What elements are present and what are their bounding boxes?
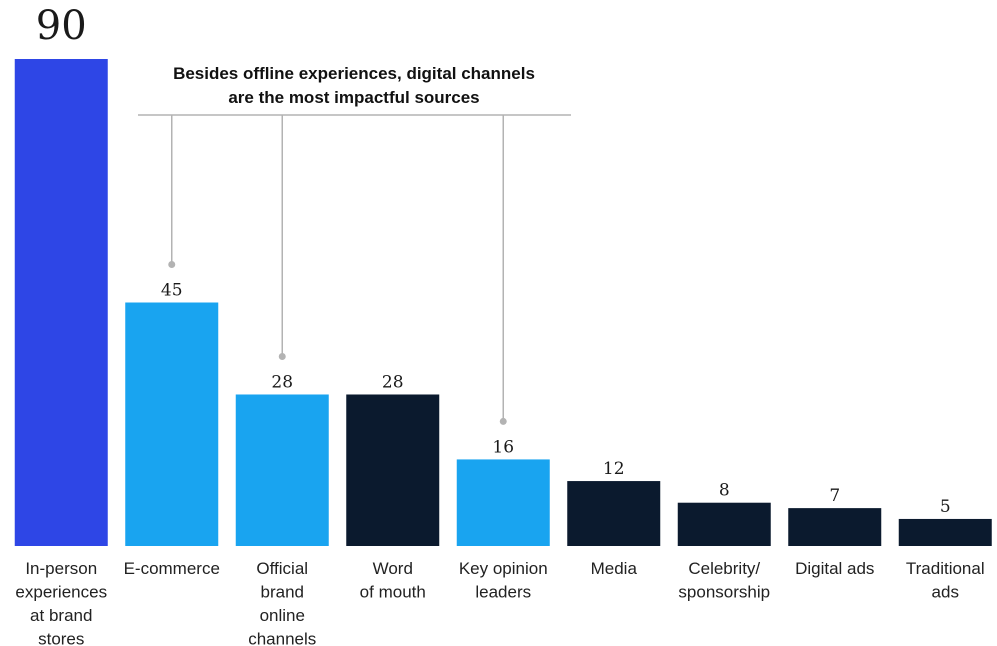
category-label: Media [591,559,638,578]
annotation: Besides offline experiences, digital cha… [173,64,535,107]
category-label: In-person [25,559,97,578]
annotation-dot [278,352,286,360]
category-label: Official [256,559,308,578]
value-label: 7 [829,486,840,506]
value-labels: 90 45 28 28 16 12 8 7 5 [36,3,951,517]
category-label: ads [932,583,959,602]
category-label: stores [38,630,84,646]
category-label: Word [373,559,413,578]
bar [677,502,771,546]
value-label: 28 [271,372,293,392]
category-label: Traditional [906,559,985,578]
value-label: 90 [36,3,87,49]
category-label: experiences [15,583,107,602]
bar [235,394,329,546]
bar [346,394,440,546]
category-label: online [260,606,305,625]
bar [125,302,219,546]
category-label: Key opinion [459,559,548,578]
value-label: 8 [719,481,730,501]
bar [898,518,992,546]
annotation-dot [168,261,176,268]
value-label: 45 [161,281,183,301]
bars [14,59,992,546]
category-label: leaders [475,583,531,602]
bar [788,508,882,546]
annotation-dot [499,417,507,425]
category-label: at brand [30,606,92,625]
value-label: 12 [603,459,625,479]
bar [567,481,661,546]
category-label: Celebrity/ [688,559,760,578]
bar [14,59,108,546]
annotation-text: Besides offline experiences, digital cha… [173,64,535,83]
category-label: brand [261,583,304,602]
value-label: 16 [492,437,514,457]
value-label: 5 [940,497,951,517]
category-label: sponsorship [678,583,770,602]
annotation-connectors [138,114,571,425]
value-label: 28 [382,372,404,392]
category-label: channels [248,630,316,646]
bar [456,459,550,546]
category-label: E-commerce [124,559,220,578]
category-label: Digital ads [795,559,874,578]
category-labels: In-person experiences at brand stores E-comm… [15,559,984,646]
category-label: of mouth [360,583,426,602]
annotation-text: are the most impactful sources [228,88,479,107]
